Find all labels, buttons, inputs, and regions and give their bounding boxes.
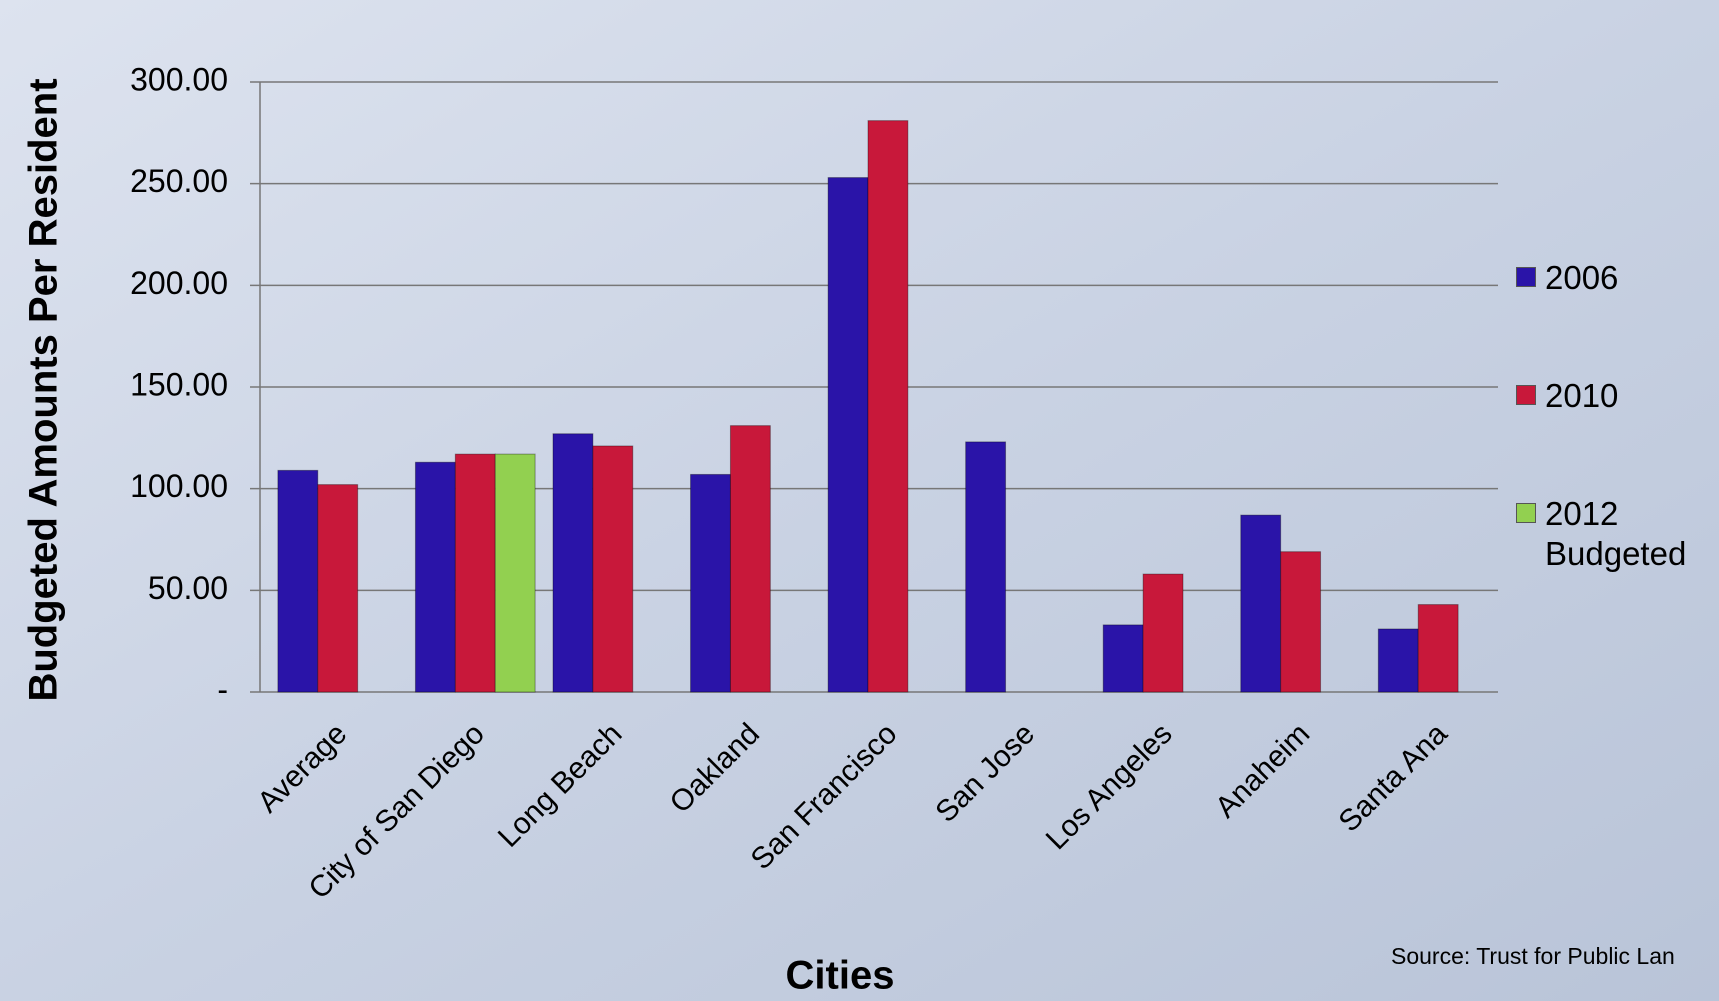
bar bbox=[592, 445, 634, 693]
bar bbox=[1102, 624, 1144, 693]
bar bbox=[277, 469, 319, 693]
bar bbox=[1280, 551, 1322, 693]
bar bbox=[1377, 628, 1419, 693]
source-note: Source: Trust for Public Lan bbox=[1391, 943, 1675, 969]
bar bbox=[867, 120, 909, 693]
y-tick-label: 200.00 bbox=[130, 265, 228, 301]
y-tick-label: 100.00 bbox=[130, 468, 228, 504]
bar bbox=[317, 484, 359, 693]
bar bbox=[552, 433, 594, 693]
y-tick-label: 50.00 bbox=[148, 570, 228, 606]
y-tick-label: 300.00 bbox=[130, 61, 228, 97]
legend-swatch bbox=[1516, 385, 1536, 405]
bar bbox=[729, 425, 771, 693]
legend-label: 2012 Budgeted bbox=[1545, 495, 1687, 572]
bar bbox=[690, 473, 731, 693]
bar bbox=[1142, 573, 1184, 693]
y-tick-label: 150.00 bbox=[130, 366, 228, 402]
legend-label: 2006 bbox=[1545, 259, 1619, 296]
y-tick-label: 250.00 bbox=[130, 163, 228, 199]
bar bbox=[1417, 604, 1459, 693]
bar bbox=[965, 441, 1007, 693]
x-axis-title: Cities bbox=[786, 954, 895, 998]
bar bbox=[414, 461, 456, 693]
legend-swatch bbox=[1516, 267, 1536, 287]
bar bbox=[454, 453, 496, 693]
bar bbox=[1240, 514, 1282, 693]
y-axis-title: Budgeted Amounts Per Resident bbox=[22, 78, 66, 701]
legend-label: 2010 bbox=[1545, 377, 1619, 414]
legend-swatch bbox=[1516, 503, 1536, 523]
y-tick-label: - bbox=[217, 671, 228, 707]
bar bbox=[827, 177, 869, 693]
bar bbox=[494, 453, 536, 693]
